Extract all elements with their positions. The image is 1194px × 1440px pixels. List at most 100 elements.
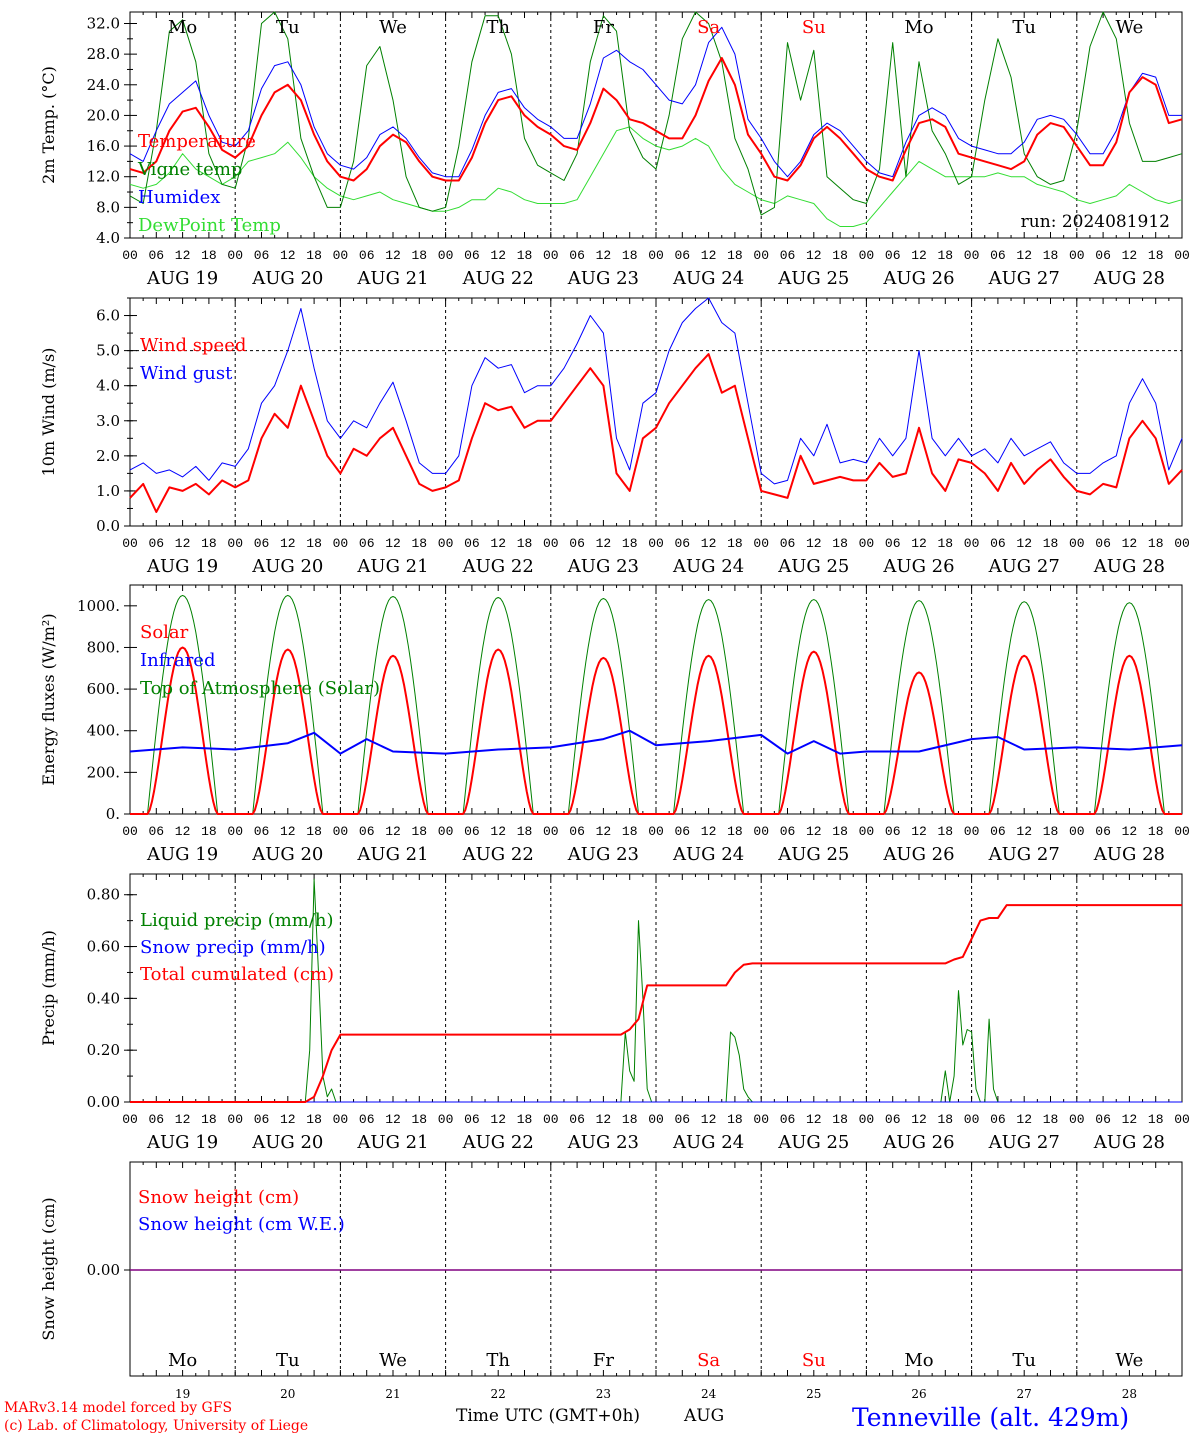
date-label: AUG 19 (146, 1132, 218, 1153)
date-label: AUG 21 (356, 844, 428, 865)
hour-tick-label: 18 (1043, 536, 1059, 551)
hour-tick-label: 00 (648, 824, 664, 839)
hour-tick-label: 18 (1148, 824, 1164, 839)
hour-tick-label: 18 (727, 536, 743, 551)
x-axis-label: Time UTC (GMT+0h) (456, 1406, 641, 1426)
hour-tick-label: 00 (648, 248, 664, 263)
hour-tick-label: 12 (701, 824, 717, 839)
hour-tick-label: 18 (411, 536, 427, 551)
y-tick-label: 3.0 (96, 412, 120, 430)
hour-tick-label: 00 (227, 248, 243, 263)
hour-tick-label: 06 (254, 1112, 270, 1127)
series-line-temperature (129, 57, 1183, 182)
y-tick-label: 28.0 (87, 45, 120, 63)
day-label: Mo (904, 1350, 933, 1371)
hour-tick-label: 00 (122, 248, 138, 263)
date-label: AUG 22 (462, 844, 534, 865)
hour-tick-label: 12 (1122, 824, 1138, 839)
y-axis-label: Precip (mm/h) (39, 930, 58, 1046)
hour-tick-label: 12 (490, 248, 506, 263)
date-label: AUG 28 (1093, 268, 1165, 289)
date-label: AUG 21 (356, 556, 428, 577)
hour-tick-label: 00 (333, 824, 349, 839)
hour-tick-label: 06 (780, 1112, 796, 1127)
panel-snow: 0.00 Snow height (cm) Snow height (cm) Snow… (39, 1161, 1183, 1401)
hour-tick-label: 06 (148, 1112, 164, 1127)
legend-entry: Top of Atmosphere (Solar) (140, 678, 380, 699)
date-label: AUG 26 (882, 556, 954, 577)
legend-entry: DewPoint Temp (138, 215, 281, 236)
day-number-label: 22 (491, 1387, 506, 1401)
run-annotation: run: 2024081912 (1021, 212, 1170, 232)
hour-tick-label: 00 (859, 536, 875, 551)
y-tick-label: 4.0 (96, 229, 120, 247)
hour-tick-label: 12 (280, 824, 296, 839)
legend-entry: Temperature (138, 131, 256, 152)
date-label: AUG 20 (251, 268, 323, 289)
y-tick-label: 600. (87, 680, 120, 698)
hour-tick-label: 12 (806, 248, 822, 263)
hour-tick-label: 06 (780, 248, 796, 263)
date-label: AUG 21 (356, 268, 428, 289)
date-label: AUG 22 (462, 1132, 534, 1153)
hour-tick-label: 06 (359, 536, 375, 551)
hour-tick-label: 12 (1016, 536, 1032, 551)
legend-entry: Wind gust (140, 363, 233, 384)
hour-tick-label: 00 (648, 1112, 664, 1127)
day-number-label: 21 (385, 1387, 400, 1401)
date-label: AUG 23 (567, 556, 639, 577)
hour-tick-label: 18 (1043, 824, 1059, 839)
legend-entry: Snow height (cm) (138, 1187, 299, 1208)
date-label: AUG 28 (1093, 1132, 1165, 1153)
hour-tick-label: 06 (674, 248, 690, 263)
day-number-label: 28 (1122, 1387, 1137, 1401)
date-label: AUG 19 (146, 556, 218, 577)
hour-tick-label: 06 (674, 1112, 690, 1127)
y-tick-label: 12.0 (87, 168, 120, 186)
hour-tick-label: 06 (148, 248, 164, 263)
day-label: Tu (276, 17, 300, 38)
hour-tick-label: 12 (1016, 824, 1032, 839)
hour-tick-label: 12 (701, 536, 717, 551)
hour-tick-label: 00 (1174, 824, 1190, 839)
y-tick-label: 16.0 (87, 137, 120, 155)
legend-entry: Vigne temp (137, 159, 242, 180)
hour-tick-label: 06 (569, 1112, 585, 1127)
hour-tick-label: 18 (411, 248, 427, 263)
hour-tick-label: 06 (359, 248, 375, 263)
hour-tick-label: 00 (964, 824, 980, 839)
y-tick-label: 0. (106, 805, 120, 823)
date-label: AUG 25 (777, 268, 849, 289)
series-line-total-cumulated-cm- (130, 904, 1182, 1103)
hour-tick-label: 12 (385, 824, 401, 839)
hour-tick-label: 00 (648, 536, 664, 551)
hour-tick-label: 12 (911, 824, 927, 839)
hour-tick-label: 12 (385, 536, 401, 551)
hour-tick-label: 06 (254, 824, 270, 839)
series-line-dewpoint-temp (129, 126, 1183, 227)
day-label: We (379, 17, 407, 38)
hour-tick-label: 06 (569, 248, 585, 263)
hour-tick-label: 06 (1095, 248, 1111, 263)
date-label: AUG 26 (882, 1132, 954, 1153)
hour-tick-label: 12 (806, 536, 822, 551)
day-label: Mo (168, 1350, 197, 1371)
hour-tick-label: 06 (990, 824, 1006, 839)
hour-tick-label: 18 (306, 1112, 322, 1127)
hour-tick-label: 12 (701, 248, 717, 263)
y-tick-label: 6.0 (96, 307, 120, 325)
y-tick-label: 0.40 (87, 989, 120, 1007)
date-label: AUG 24 (672, 268, 744, 289)
hour-tick-label: 18 (306, 536, 322, 551)
hour-tick-label: 18 (411, 1112, 427, 1127)
y-axis-label: 2m Temp. (°C) (39, 66, 58, 184)
date-label: AUG 25 (777, 844, 849, 865)
hour-tick-label: 00 (753, 536, 769, 551)
day-number-label: 23 (596, 1387, 611, 1401)
day-number-label: 20 (280, 1387, 295, 1401)
hour-tick-label: 06 (885, 248, 901, 263)
hour-tick-label: 18 (1043, 248, 1059, 263)
hour-tick-label: 12 (1016, 1112, 1032, 1127)
day-number-label: 25 (806, 1387, 821, 1401)
